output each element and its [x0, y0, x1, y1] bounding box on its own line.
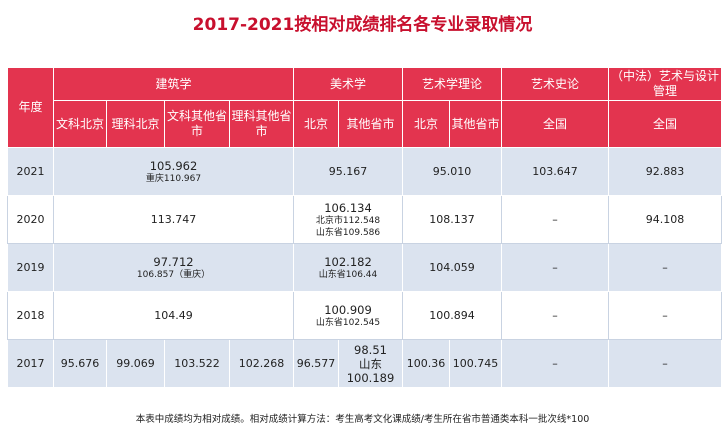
year-cell: 2020: [7, 195, 54, 244]
header-fine-beijing: 北京: [293, 100, 340, 148]
year-cell: 2017: [7, 339, 54, 388]
header-history-national: 全国: [501, 100, 610, 148]
fine-cell: 100.909 山东省102.545: [293, 291, 404, 340]
design-cell: 94.108: [608, 195, 723, 244]
table-row-2020: 2020 113.747 106.134 北京市112.548 山东省109.5…: [7, 195, 723, 244]
design-cell: –: [608, 291, 723, 340]
header-fine-arts: 美术学: [293, 67, 404, 101]
arch-wenke-other-cell: 103.522: [164, 339, 230, 388]
header-theory-other: 其他省市: [449, 100, 503, 148]
arch-cell: 105.962 重庆110.967: [52, 147, 295, 196]
fine-cell: 102.182 山东省106.44: [293, 243, 404, 292]
arch-wenke-beijing-cell: 95.676: [53, 339, 107, 388]
year-cell: 2021: [7, 147, 54, 196]
fine-score: 100.909: [324, 302, 372, 317]
header-arch-wenke-beijing: 文科北京: [53, 100, 107, 148]
admission-table: 年度 建筑学 美术学 艺术学理论 艺术史论 （中法）艺术与设计管理 文科北京 理…: [7, 67, 723, 388]
fine-other-cell: 98.51 山东 100.189: [338, 339, 404, 388]
page-title: 2017-2021按相对成绩排名各专业录取情况: [192, 15, 533, 35]
table-row-2019: 2019 97.712 106.857（重庆） 102.182 山东省106.4…: [7, 243, 723, 292]
theory-other-cell: 100.745: [449, 339, 503, 388]
history-cell: –: [501, 291, 610, 340]
header-design: （中法）艺术与设计管理: [608, 67, 723, 101]
arch-score: 105.962: [149, 158, 198, 173]
header-architecture: 建筑学: [52, 67, 295, 101]
design-cell: –: [608, 243, 723, 292]
history-cell: –: [501, 339, 610, 388]
arch-score: 97.712: [153, 254, 194, 269]
theory-beijing-cell: 100.36: [402, 339, 451, 388]
fine-score-note: 山东省102.545: [315, 317, 381, 328]
design-cell: 92.883: [608, 147, 723, 196]
theory-cell: 100.894: [402, 291, 503, 340]
year-cell: 2019: [7, 243, 54, 292]
fine-score-note-1: 北京市112.548: [315, 215, 381, 226]
arch-score-note: 106.857（重庆）: [136, 269, 211, 280]
fine-score-note: 山东省106.44: [318, 269, 378, 280]
header-design-national: 全国: [608, 100, 723, 148]
history-cell: –: [501, 195, 610, 244]
fine-beijing-cell: 96.577: [293, 339, 340, 388]
fine-cell: 95.167: [293, 147, 404, 196]
table-row-2021: 2021 105.962 重庆110.967 95.167 95.010 103…: [7, 147, 723, 196]
header-fine-other: 其他省市: [338, 100, 404, 148]
design-cell: –: [608, 339, 723, 388]
arch-cell: 113.747: [52, 195, 295, 244]
table-row-2018: 2018 104.49 100.909 山东省102.545 100.894 –…: [7, 291, 723, 340]
arch-score-note: 重庆110.967: [145, 173, 202, 184]
arch-cell: 97.712 106.857（重庆）: [52, 243, 295, 292]
fine-cell: 106.134 北京市112.548 山东省109.586: [293, 195, 404, 244]
fine-other-line-2: 山东: [359, 356, 383, 371]
theory-cell: 95.010: [402, 147, 503, 196]
fine-other-line-1: 98.51: [354, 342, 387, 357]
arch-like-other-cell: 102.268: [228, 339, 295, 388]
header-theory-beijing: 北京: [402, 100, 451, 148]
footnote: 本表中成绩均为相对成绩。相对成绩计算方法：考生高考文化课成绩/考生所在省市普通类…: [135, 414, 590, 425]
header-arch-like-other: 理科其他省市: [228, 100, 295, 148]
header-year: 年度: [7, 67, 54, 148]
header-arch-like-beijing: 理科北京: [106, 100, 165, 148]
theory-cell: 104.059: [402, 243, 503, 292]
header-art-history: 艺术史论: [501, 67, 610, 101]
fine-score: 102.182: [324, 254, 372, 269]
year-cell: 2018: [7, 291, 54, 340]
fine-score: 106.134: [324, 200, 372, 215]
header-art-theory: 艺术学理论: [402, 67, 503, 101]
table-row-2017: 2017 95.676 99.069 103.522 102.268 96.57…: [7, 339, 723, 388]
history-cell: –: [501, 243, 610, 292]
fine-other-line-3: 100.189: [346, 370, 395, 385]
arch-like-beijing-cell: 99.069: [106, 339, 165, 388]
arch-cell: 104.49: [52, 291, 295, 340]
history-cell: 103.647: [501, 147, 610, 196]
theory-cell: 108.137: [402, 195, 503, 244]
header-arch-wenke-other: 文科其他省市: [164, 100, 230, 148]
fine-score-note-2: 山东省109.586: [315, 227, 381, 238]
